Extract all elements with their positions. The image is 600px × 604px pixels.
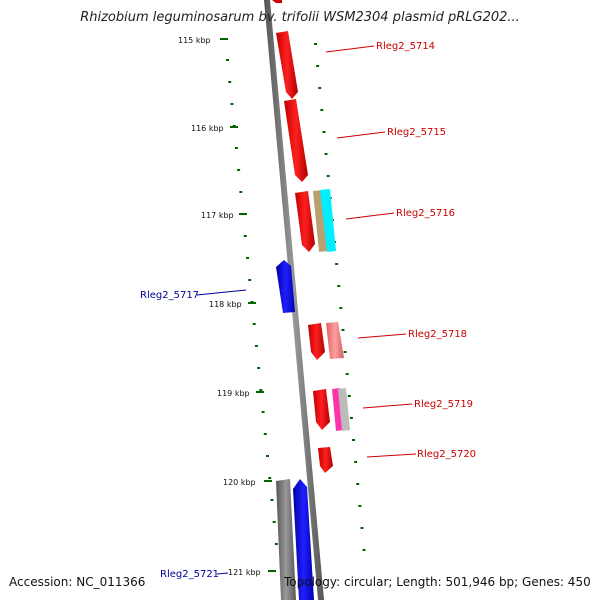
plasmid-title: Rhizobium leguminosarum bv. trifolii WSM… [80,10,520,25]
gene-labels: Rleg2_5714 Rleg2_5715 Rleg2_5716 Rleg2_5… [140,41,476,580]
label-rleg2-5721[interactable]: Rleg2_5721 [160,569,219,580]
label-rleg2-5720[interactable]: Rleg2_5720 [417,449,476,460]
gene-5720[interactable] [318,447,333,473]
tick-115: 115 kbp [178,36,211,45]
label-rleg2-5716[interactable]: Rleg2_5716 [396,208,455,219]
label-rleg2-5718[interactable]: Rleg2_5718 [408,329,467,340]
gene-5719[interactable] [313,388,350,431]
accession-text: Accession: NC_011366 [9,575,146,589]
sequence-backbone [264,0,324,600]
ruler-tick-labels: 115 kbp 116 kbp 117 kbp 118 kbp 119 kbp … [178,36,276,577]
tick-117: 117 kbp [201,211,234,220]
gene-5717[interactable] [276,260,295,313]
gene-5714[interactable] [272,0,298,99]
gene-5716[interactable] [295,189,336,252]
summary-text: Topology: circular; Length: 501,946 bp; … [284,575,591,589]
gene-5715[interactable] [284,99,308,182]
tick-120: 120 kbp [223,478,256,487]
gene-5721[interactable] [276,479,314,600]
leader-lines [196,45,417,575]
label-rleg2-5719[interactable]: Rleg2_5719 [414,399,473,410]
label-rleg2-5715[interactable]: Rleg2_5715 [387,127,446,138]
tick-121: 121 kbp [228,568,261,577]
ruler-right [314,43,366,551]
gene-5718[interactable] [308,322,344,360]
tick-118: 118 kbp [209,300,242,309]
label-rleg2-5717[interactable]: Rleg2_5717 [140,290,199,301]
tick-119: 119 kbp [217,389,250,398]
label-rleg2-5714[interactable]: Rleg2_5714 [376,41,435,52]
tick-116: 116 kbp [191,124,224,133]
